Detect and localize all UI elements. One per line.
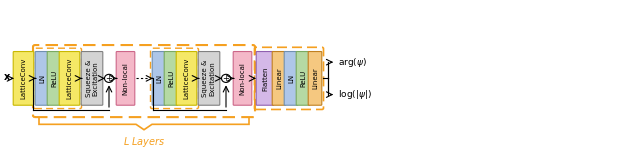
- FancyBboxPatch shape: [308, 52, 322, 105]
- FancyBboxPatch shape: [176, 52, 197, 105]
- FancyBboxPatch shape: [233, 52, 252, 105]
- Text: Flatten: Flatten: [262, 66, 268, 91]
- FancyBboxPatch shape: [116, 52, 135, 105]
- Text: Squeeze &
Excitation: Squeeze & Excitation: [202, 60, 216, 97]
- FancyBboxPatch shape: [60, 52, 80, 105]
- Text: Non-local: Non-local: [122, 62, 129, 95]
- FancyBboxPatch shape: [13, 52, 34, 105]
- Text: $\arg(\psi)$: $\arg(\psi)$: [338, 56, 367, 69]
- Text: ReLU: ReLU: [168, 70, 174, 87]
- FancyBboxPatch shape: [256, 52, 274, 105]
- Text: Non-local: Non-local: [239, 62, 246, 95]
- FancyBboxPatch shape: [81, 52, 103, 105]
- Text: +: +: [223, 74, 229, 83]
- Text: $\mathbf{x}$: $\mathbf{x}$: [3, 72, 11, 83]
- FancyBboxPatch shape: [284, 52, 298, 105]
- Circle shape: [221, 74, 230, 82]
- Text: LN: LN: [288, 74, 294, 83]
- Text: ReLU: ReLU: [300, 70, 306, 87]
- FancyBboxPatch shape: [296, 52, 310, 105]
- FancyBboxPatch shape: [35, 52, 49, 105]
- Circle shape: [104, 74, 113, 82]
- Text: Linear: Linear: [312, 67, 318, 89]
- FancyBboxPatch shape: [198, 52, 220, 105]
- FancyBboxPatch shape: [152, 52, 166, 105]
- Text: ReLU: ReLU: [51, 70, 57, 87]
- Text: Squeeze &
Excitation: Squeeze & Excitation: [86, 60, 99, 97]
- Text: $\log(|\psi|)$: $\log(|\psi|)$: [338, 88, 372, 101]
- FancyBboxPatch shape: [164, 52, 178, 105]
- Text: +: +: [106, 74, 113, 83]
- Text: LN: LN: [39, 74, 45, 83]
- Text: LatticeConv: LatticeConv: [184, 58, 189, 99]
- Text: $L$ Layers: $L$ Layers: [123, 135, 165, 149]
- Text: Linear: Linear: [276, 67, 282, 89]
- Text: LatticeConv: LatticeConv: [67, 58, 72, 99]
- Text: LatticeConv: LatticeConv: [20, 58, 26, 99]
- FancyBboxPatch shape: [272, 52, 286, 105]
- Text: LN: LN: [156, 74, 162, 83]
- FancyBboxPatch shape: [47, 52, 61, 105]
